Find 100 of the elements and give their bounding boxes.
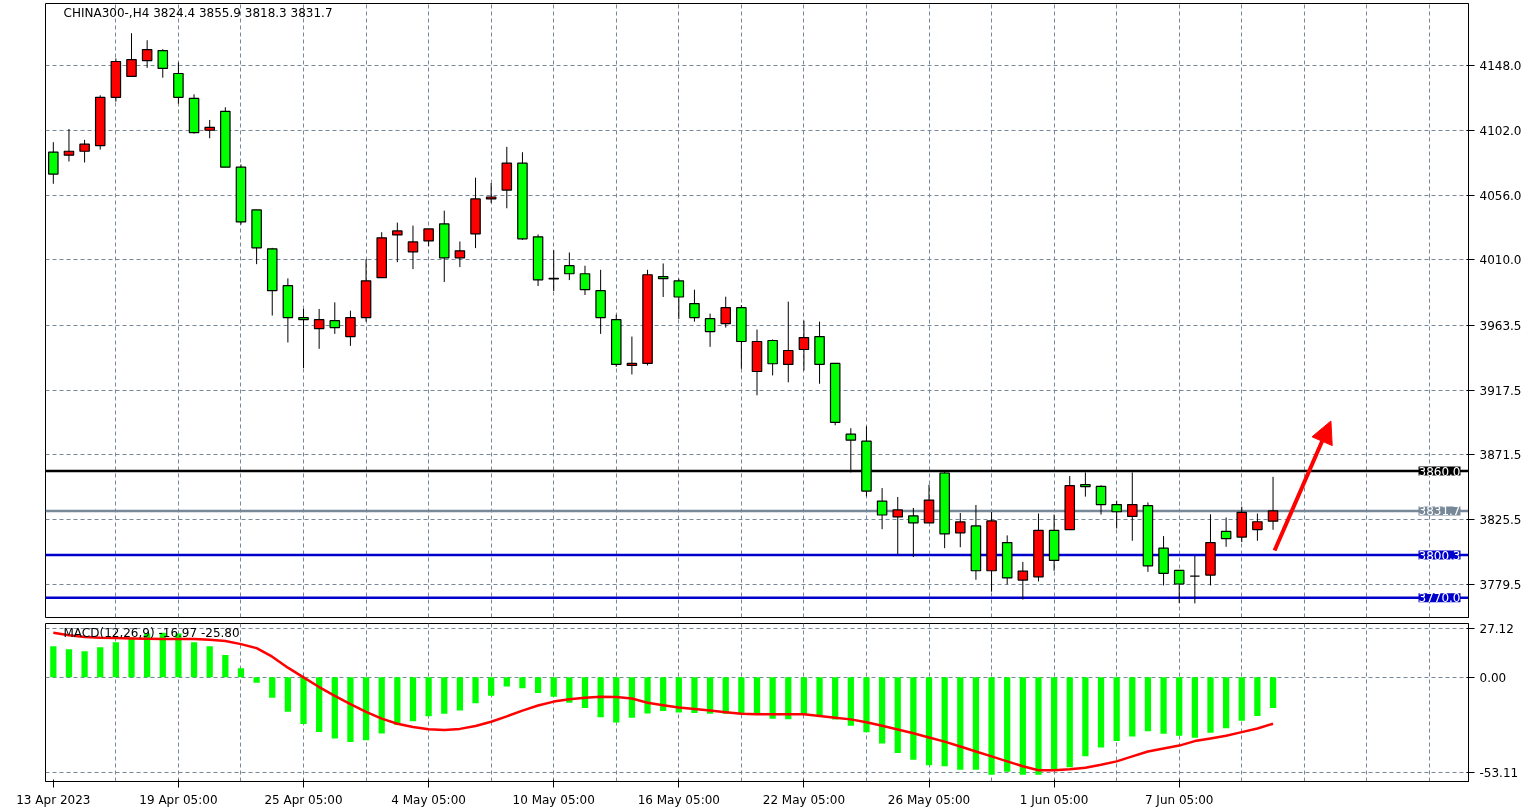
- bar: [331, 677, 338, 739]
- chart-title: CHINA300-,H4 3824.4 3855.9 3818.3 3831.7: [63, 5, 333, 20]
- bar: [362, 677, 370, 741]
- x-tick-label: 7 Jun 05:00: [1144, 792, 1214, 807]
- bar: [1129, 677, 1136, 737]
- y-tick-label: -53.11: [1479, 766, 1519, 781]
- candlestick: [923, 484, 935, 524]
- candlestick: [79, 139, 90, 163]
- bar: [894, 677, 901, 753]
- bar: [190, 642, 198, 678]
- candlestick: [1173, 569, 1185, 604]
- bar: [550, 677, 557, 697]
- candlestick: [579, 265, 591, 296]
- ref-line-label: 3800.3: [1418, 548, 1461, 563]
- bar: [800, 677, 808, 715]
- candlestick: [908, 507, 919, 558]
- bar: [1176, 677, 1183, 736]
- bar: [863, 677, 870, 733]
- x-tick-label: 19 Apr 05:00: [139, 792, 218, 807]
- x-tick-label: 25 Apr 05:00: [264, 792, 343, 807]
- candlestick: [407, 225, 419, 270]
- y-tick-label: 27.12: [1479, 622, 1514, 637]
- bar: [878, 677, 886, 744]
- bar: [441, 677, 448, 714]
- bar: [1222, 677, 1230, 729]
- candlestick: [782, 301, 794, 383]
- bar: [706, 677, 714, 714]
- bar: [378, 677, 385, 734]
- bar: [1035, 677, 1042, 775]
- x-tick-label: 22 May 05:00: [762, 792, 846, 807]
- bar: [613, 677, 620, 723]
- ref-line-label: 3831.7: [1418, 504, 1461, 519]
- bar: [394, 677, 401, 726]
- x-tick-label: 13 Apr 2023: [16, 792, 91, 807]
- bar: [128, 637, 135, 678]
- candlestick: [313, 308, 325, 350]
- bar: [488, 677, 495, 696]
- candlestick: [63, 128, 75, 163]
- bar: [644, 677, 651, 714]
- candlestick: [1189, 555, 1201, 604]
- candlestick: [454, 241, 466, 268]
- candlestick: [173, 62, 184, 105]
- x-tick-label: 4 May 05:00: [391, 792, 466, 807]
- bar: [1066, 677, 1073, 768]
- y-tick-label: 4056.0: [1479, 188, 1522, 203]
- candlestick: [1095, 484, 1107, 516]
- bar: [832, 677, 839, 720]
- bar: [519, 677, 526, 689]
- bar: [50, 646, 57, 678]
- candlestick: [1252, 513, 1263, 542]
- candlestick: [48, 141, 59, 185]
- x-tick-label: 26 May 05:00: [887, 792, 971, 807]
- bar: [941, 677, 948, 767]
- bar: [1097, 677, 1105, 748]
- bar: [534, 677, 542, 693]
- bar: [269, 677, 276, 698]
- candlestick: [626, 336, 638, 375]
- bar: [284, 677, 292, 712]
- x-tick-label: 16 May 05:00: [637, 792, 720, 807]
- candlestick: [954, 512, 966, 548]
- candlestick: [767, 339, 778, 376]
- bar: [112, 642, 119, 678]
- bar: [1050, 677, 1058, 771]
- y-tick-label: 3825.5: [1479, 513, 1522, 528]
- candlestick: [548, 249, 560, 292]
- bar: [847, 677, 854, 726]
- bar: [456, 677, 464, 711]
- candlestick: [1220, 517, 1232, 548]
- bar: [1113, 677, 1120, 742]
- bar: [988, 677, 995, 775]
- bar: [910, 677, 917, 760]
- y-tick-label: 4010.0: [1479, 253, 1522, 268]
- bar: [206, 646, 213, 678]
- y-tick-label: 3963.5: [1479, 318, 1522, 333]
- bar: [1019, 677, 1026, 775]
- candlestick: [392, 222, 403, 263]
- x-tick-label: 1 Jun 05:00: [1019, 792, 1089, 807]
- bar: [97, 647, 104, 678]
- candlestick: [876, 487, 888, 530]
- bar: [925, 677, 933, 766]
- candlestick: [1111, 500, 1122, 529]
- bar: [472, 677, 479, 704]
- candlestick: [329, 301, 341, 335]
- candlestick: [673, 278, 685, 320]
- bar: [237, 668, 245, 678]
- bar: [1254, 677, 1261, 716]
- bar: [972, 677, 980, 770]
- bar: [409, 677, 417, 722]
- candlestick: [720, 296, 732, 329]
- candlestick: [798, 320, 810, 371]
- bar: [1269, 677, 1277, 708]
- bar: [691, 677, 698, 713]
- bar: [628, 677, 636, 718]
- bar: [1207, 677, 1214, 733]
- candlestick: [892, 496, 904, 555]
- bar: [425, 677, 432, 717]
- y-tick-label: 4102.0: [1479, 123, 1522, 138]
- ref-line-label: 3770.0: [1418, 591, 1461, 606]
- bar: [957, 677, 964, 770]
- candlestick: [657, 262, 669, 298]
